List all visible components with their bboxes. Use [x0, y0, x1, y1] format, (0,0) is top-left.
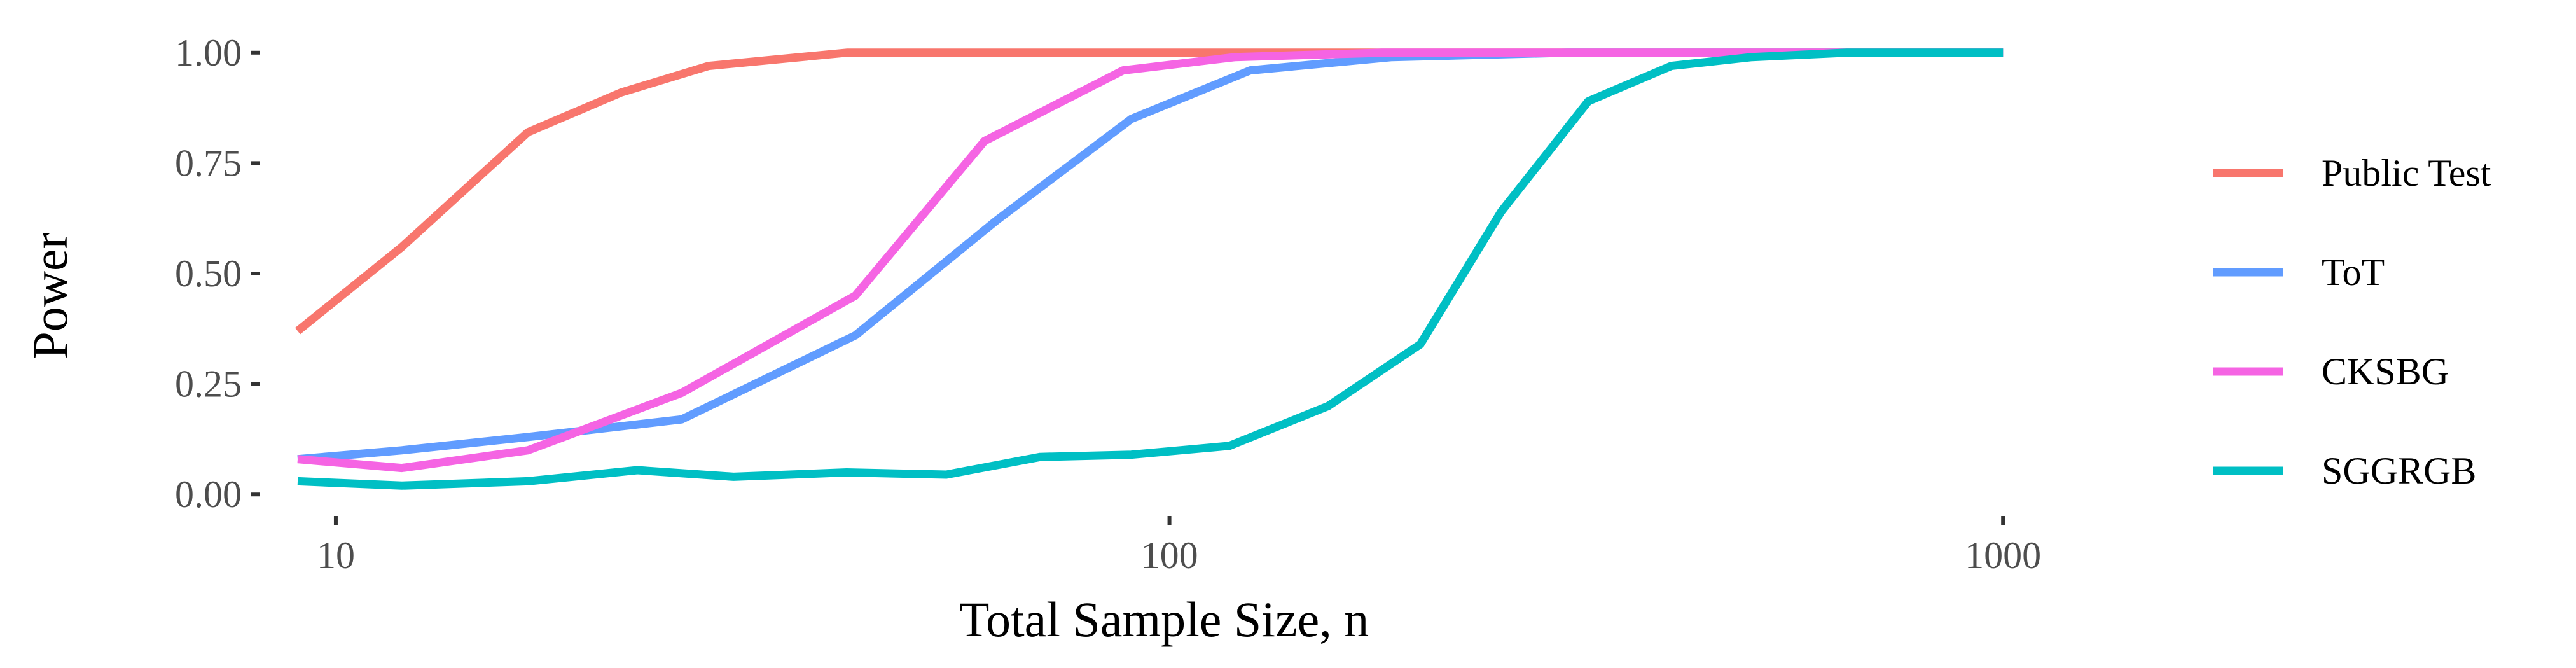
- series-line-tot: [297, 48, 2004, 464]
- x-tick-label: 1000: [1965, 534, 2041, 576]
- series-line-cksbg: [297, 48, 2004, 473]
- series-line-sggrgb: [297, 48, 2004, 490]
- legend-label: ToT: [2322, 251, 2385, 293]
- y-tick-label: 0.25: [175, 363, 242, 405]
- y-tick-label: 0.75: [175, 142, 242, 184]
- y-tick-label: 0.50: [175, 253, 242, 295]
- y-tick-label: 1.00: [175, 32, 242, 74]
- y-axis: 0.00 0.25 0.50 0.75 1.00: [175, 32, 260, 515]
- legend: Public Test ToT CKSBG SGGRGB: [2213, 152, 2491, 492]
- x-tick-label: 10: [317, 534, 355, 576]
- series-line-public-test: [294, 48, 2004, 335]
- x-tick-label: 100: [1141, 534, 1198, 576]
- legend-label: Public Test: [2322, 152, 2491, 194]
- legend-label: CKSBG: [2322, 351, 2449, 393]
- x-axis: 10 100 1000: [317, 516, 2041, 576]
- plot-panel: [294, 48, 2004, 490]
- x-axis-title: Total Sample Size, n: [959, 592, 1369, 647]
- y-axis-title: Power: [22, 232, 78, 359]
- legend-label: SGGRGB: [2322, 450, 2476, 492]
- y-tick-label: 0.00: [175, 473, 242, 515]
